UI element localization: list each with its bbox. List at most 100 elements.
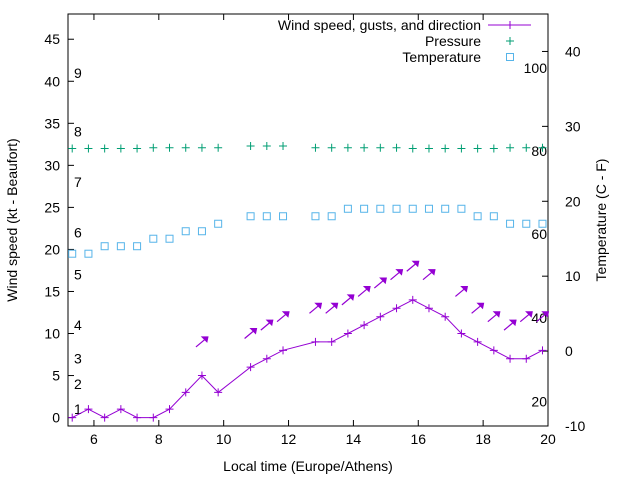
beaufort-label: 8 [74,124,82,140]
gust-arrow-head [508,319,517,327]
pressure-point [100,144,109,153]
temperature-point [538,219,547,228]
x-tick-label: 12 [281,431,297,447]
y-tick-label: 35 [44,115,60,131]
ticks-layer: 6 8 10 12 14 16 18 20051015202530354045-1001020… [44,14,585,447]
series-line-plus [68,295,547,422]
wind-speed-line [71,299,543,419]
temperature-point [116,242,125,251]
gust-arrow-head [281,311,290,318]
pressure-point [84,144,93,153]
temperature-point [181,227,190,236]
y-tick-label: 40 [44,73,60,89]
y2-tick-label: -10 [565,418,585,434]
y-tick-label: 30 [44,157,60,173]
x-axis-label: Local time (Europe/Athens) [223,458,393,474]
y-axis-label: Wind speed (kt - Beaufort) [4,138,20,301]
wind-speed-point [327,337,336,346]
pressure-point [360,143,369,152]
pressure-point [392,143,401,152]
pressure-point [522,143,531,152]
temperature-point [360,204,369,213]
temperature-point [214,219,223,228]
y-tick-label: 20 [44,241,60,257]
gust-arrow-head [492,311,501,318]
y-tick-label: 5 [52,368,60,384]
pressure-point [489,144,498,153]
pressure-point [311,143,320,152]
pressure-point [279,142,288,151]
x-tick-label: 20 [540,431,556,447]
wind-speed-point [457,329,466,338]
beaufort-label: 3 [74,351,82,367]
wind-speed-point [149,413,158,422]
pressure-point [327,143,336,152]
gust-arrow-head [362,285,371,293]
wind-speed-point [181,388,190,397]
pressure-point [246,142,255,151]
wind-speed-point [116,405,125,414]
temperature-point [246,212,255,221]
legend-label: Pressure [425,33,481,49]
gust-arrow-head [200,336,209,343]
y-tick-label: 45 [44,31,60,47]
legend: Wind speed, gusts, and directionPressure… [278,17,531,65]
beaufort-label: 1 [74,401,82,417]
gust-arrow-head [476,302,485,310]
gust-arrow-head [346,294,355,301]
pressure-point [214,143,223,152]
y-tick-label: 0 [52,410,60,426]
series-layer [68,142,550,422]
wind-speed-point [360,321,369,330]
pressure-point [68,144,77,153]
plot-frame [67,13,549,427]
legend-plus-swatch [506,37,514,45]
temperature-point [392,204,401,213]
wind-speed-point [84,405,93,414]
pressure-point [165,143,174,152]
wind-speed-point [392,304,401,313]
gust-arrow-head [265,319,274,327]
temperature-point [279,212,288,221]
wind-speed-point [376,312,385,321]
series-plus [68,142,547,153]
wind-speed-point [214,388,223,397]
pressure-point [343,143,352,152]
wind-speed-point [68,413,77,422]
gust-arrow-head [314,302,323,310]
wind-speed-point [100,413,109,422]
y-tick-label: 10 [44,326,60,342]
wind-speed-point [424,304,433,313]
pressure-point [116,144,125,153]
temperature-point [522,219,531,228]
temperature-point [408,204,417,213]
wind-speed-point [133,413,142,422]
temperature-point [84,249,93,258]
gust-arrow-head [427,269,436,276]
temperature-point [165,234,174,243]
y2-tick-label: 20 [565,193,581,209]
gust-arrow-head [249,328,258,335]
wind-speed-point [279,346,288,355]
wind-speed-point [506,354,515,363]
wind-speed-point [343,329,352,338]
pressure-point [376,143,385,152]
wind-speed-point [538,346,547,355]
pressure-point [149,143,158,152]
legend-square-swatch [506,53,514,61]
y-tick-label: 25 [44,199,60,215]
y2-axis-label: Temperature (C - F) [593,159,609,282]
legend-label: Wind speed, gusts, and direction [278,17,481,33]
pressure-point [408,144,417,153]
pressure-point [538,143,547,152]
pressure-point [133,144,142,153]
pressure-point [473,144,482,153]
beaufort-label: 9 [74,65,82,81]
pressure-point [262,142,271,151]
temperature-point [68,249,77,258]
beaufort-label: 2 [74,376,82,392]
series-arrows [195,260,550,348]
x-tick-label: 10 [216,431,232,447]
wind-speed-point [197,371,206,380]
